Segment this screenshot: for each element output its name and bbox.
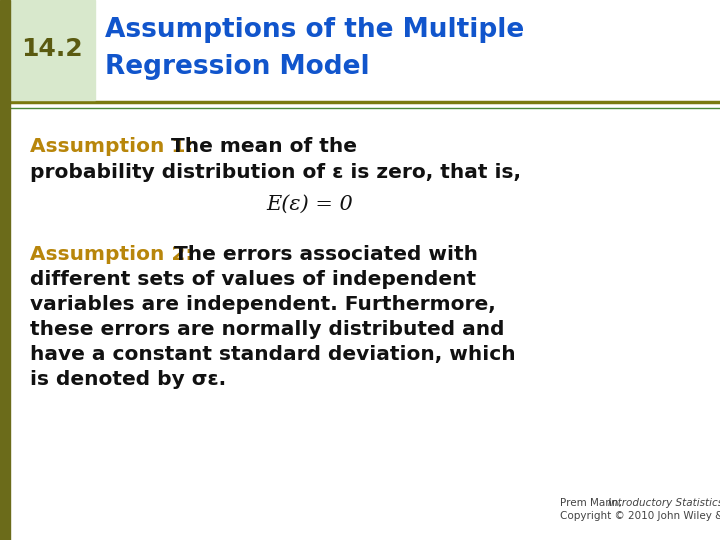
Text: different sets of values of independent: different sets of values of independent — [30, 270, 476, 289]
Text: Assumption 1:: Assumption 1: — [30, 137, 194, 156]
Text: Introductory Statistics, 7/E: Introductory Statistics, 7/E — [608, 498, 720, 508]
Text: Copyright © 2010 John Wiley & Sons. All right reserved: Copyright © 2010 John Wiley & Sons. All … — [560, 511, 720, 521]
Bar — [10, 0, 95, 100]
Text: variables are independent. Furthermore,: variables are independent. Furthermore, — [30, 295, 496, 314]
Text: probability distribution of ε is zero, that is,: probability distribution of ε is zero, t… — [30, 163, 521, 182]
Text: have a constant standard deviation, which: have a constant standard deviation, whic… — [30, 345, 516, 364]
Text: Assumptions of the Multiple: Assumptions of the Multiple — [105, 17, 524, 43]
Text: these errors are normally distributed and: these errors are normally distributed an… — [30, 320, 505, 339]
Text: The mean of the: The mean of the — [171, 137, 357, 156]
Text: is denoted by σε.: is denoted by σε. — [30, 370, 226, 389]
Text: Regression Model: Regression Model — [105, 54, 369, 80]
Text: E(ε) = 0: E(ε) = 0 — [266, 195, 354, 214]
Bar — [0, 0, 10, 540]
Text: Prem Mann,: Prem Mann, — [560, 498, 625, 508]
Text: The errors associated with: The errors associated with — [174, 245, 478, 264]
Text: 14.2: 14.2 — [21, 37, 83, 61]
Text: Assumption 2:: Assumption 2: — [30, 245, 194, 264]
